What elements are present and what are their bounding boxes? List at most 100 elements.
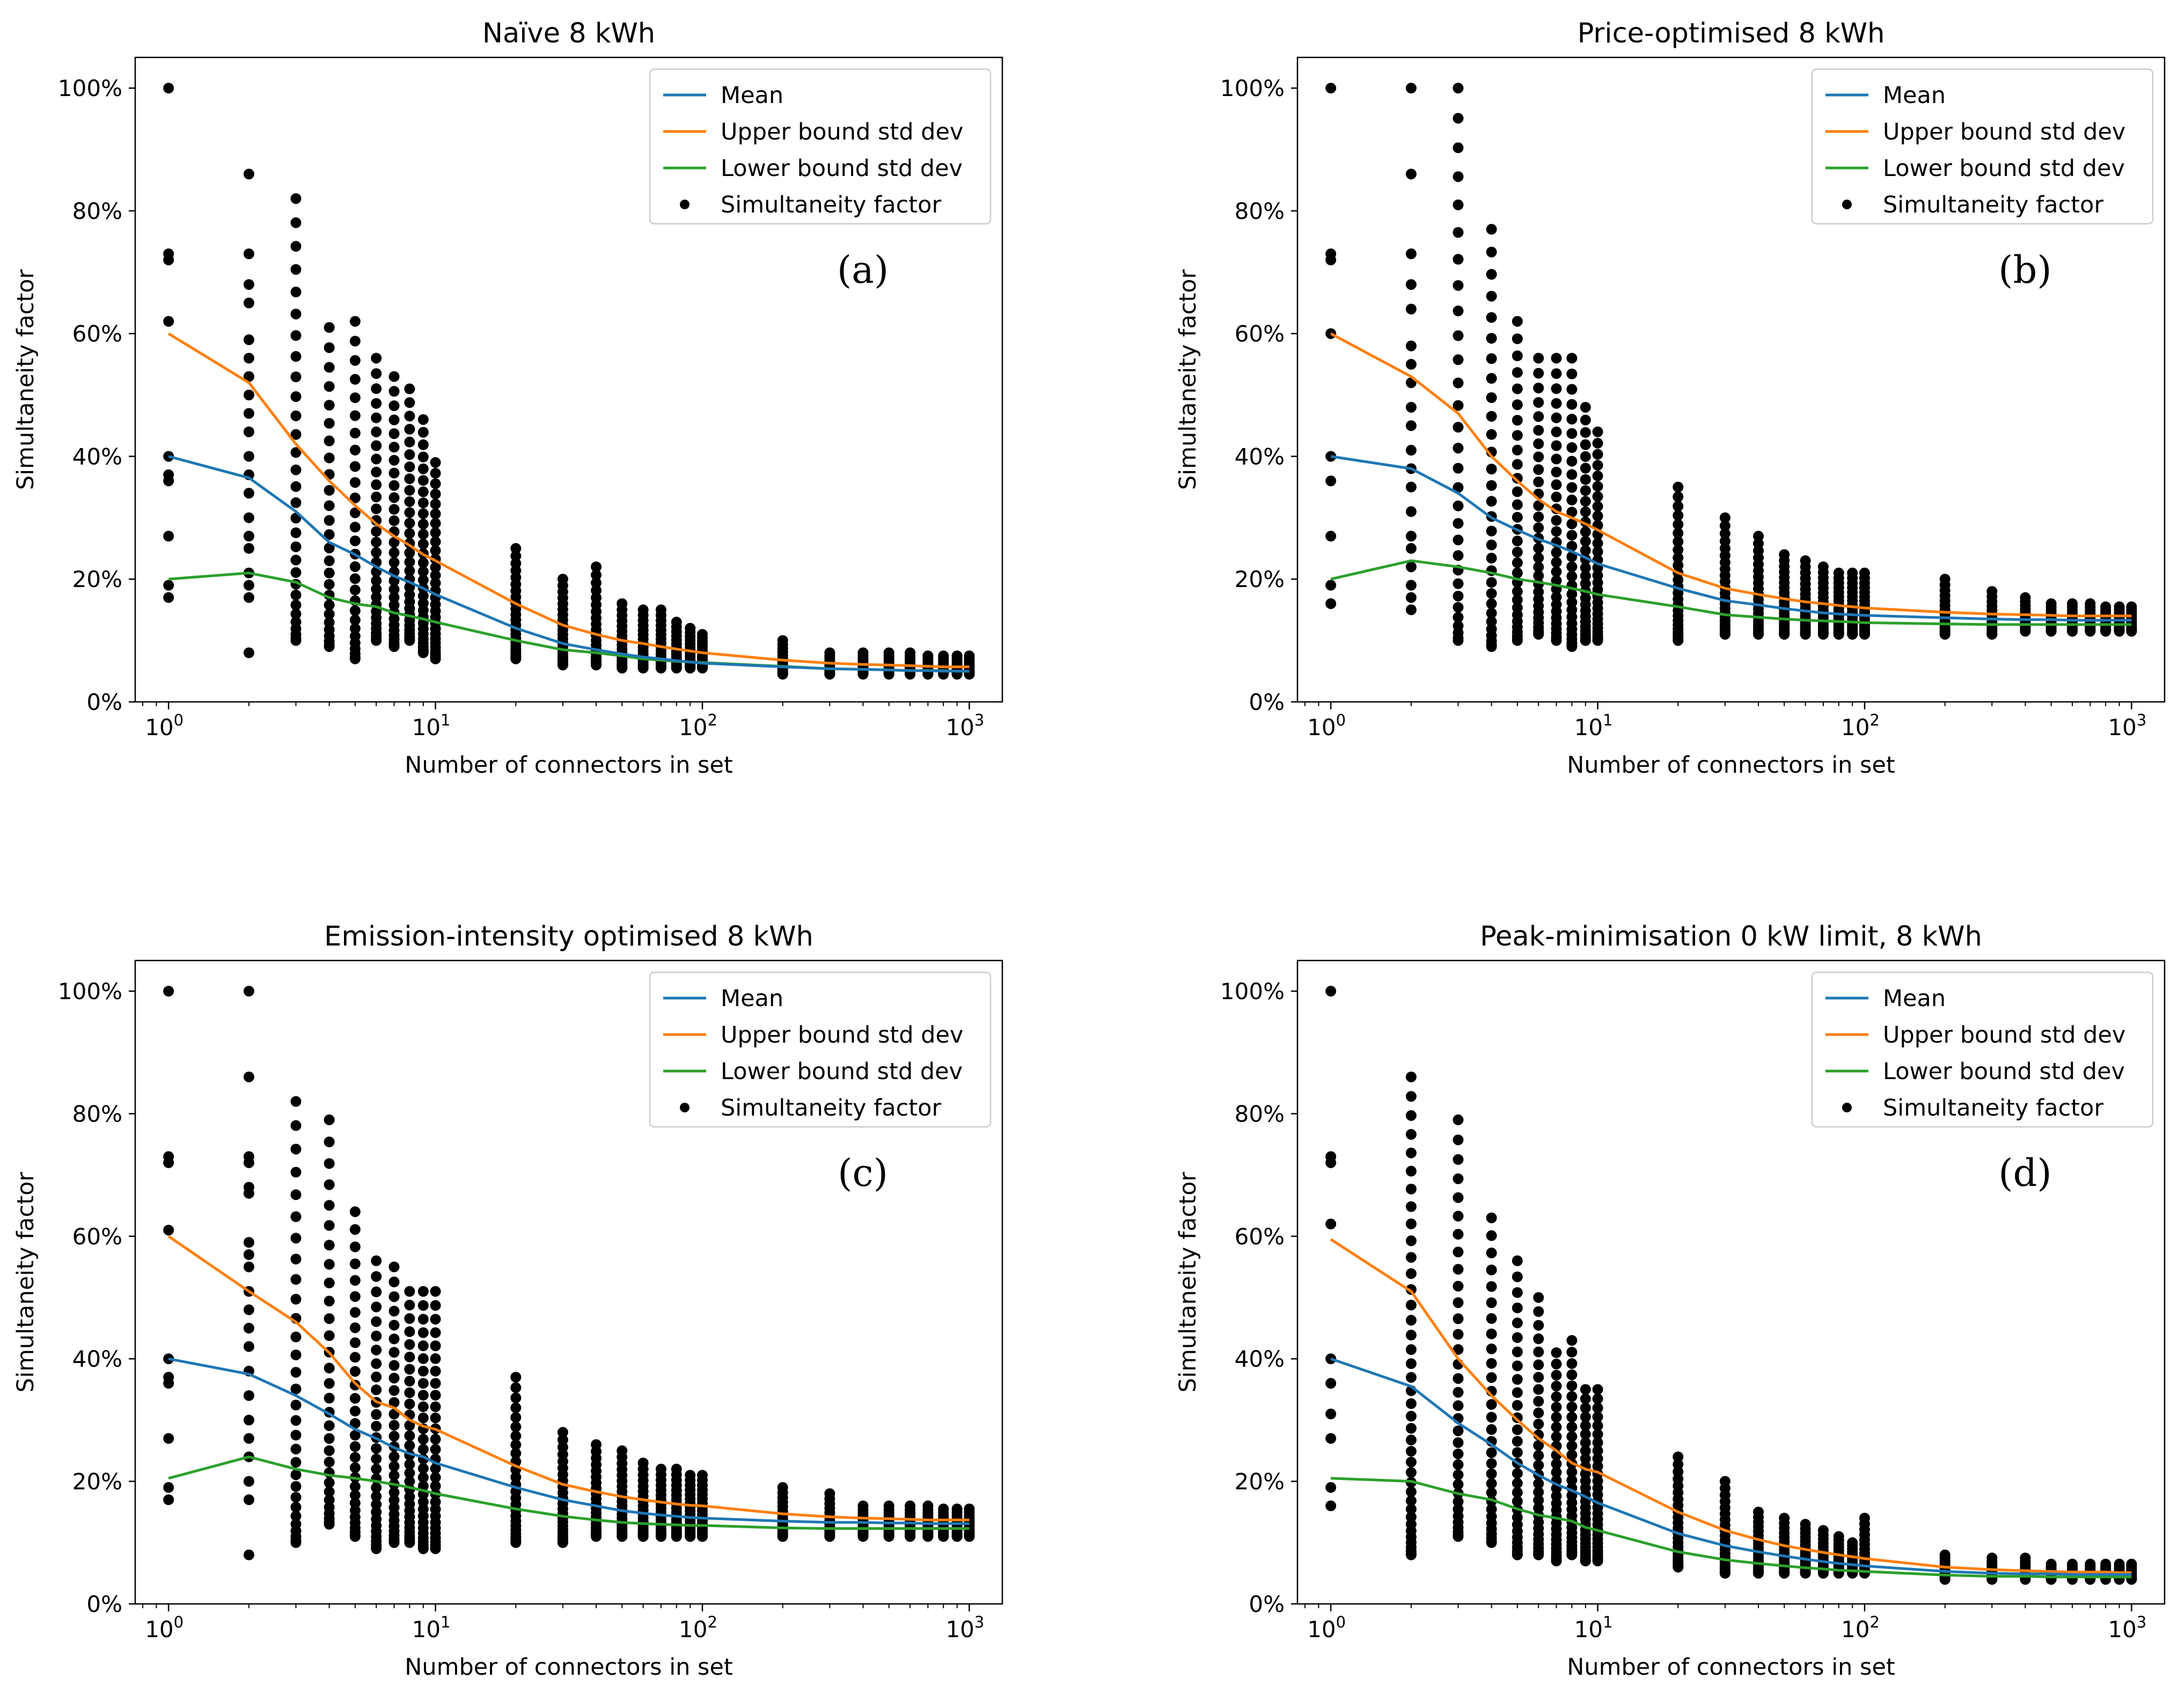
scatter-point xyxy=(324,1456,335,1468)
scatter-point xyxy=(324,1494,335,1506)
legend-label: Lower bound std dev xyxy=(1883,1058,2125,1085)
scatter-point xyxy=(1325,1377,1337,1389)
scatter-point xyxy=(1512,486,1523,497)
scatter-point xyxy=(349,1322,361,1333)
x-tick-label: 101 xyxy=(1574,711,1613,741)
plot-frame xyxy=(134,56,1003,703)
y-tick-label: 40% xyxy=(1235,1346,1285,1372)
scatter-point xyxy=(1453,482,1464,493)
scatter-point xyxy=(404,1476,415,1487)
scatter-point xyxy=(1453,400,1464,411)
scatter-point xyxy=(163,316,174,327)
scatter-point xyxy=(324,599,335,611)
scatter-point xyxy=(349,373,361,385)
scatter-point xyxy=(417,1434,429,1445)
scatter-point xyxy=(1551,1402,1562,1413)
scatter-point xyxy=(617,598,628,609)
scatter-point xyxy=(922,650,934,662)
scatter-point xyxy=(1673,536,1684,547)
scatter-point xyxy=(371,1482,382,1493)
legend-label: Mean xyxy=(1883,985,1946,1012)
scatter-point xyxy=(1533,1494,1544,1506)
legend-label: Lower bound std dev xyxy=(1883,155,2125,182)
scatter-point xyxy=(388,557,400,568)
scatter-point xyxy=(388,515,400,526)
y-tick-label: 60% xyxy=(1235,321,1285,347)
scatter-point xyxy=(324,342,335,353)
scatter-point xyxy=(1551,1421,1562,1433)
scatter-point xyxy=(1533,561,1544,573)
scatter-point xyxy=(1453,1134,1464,1146)
y-tick-label: 0% xyxy=(86,1591,122,1617)
scatter-point xyxy=(1580,570,1591,582)
scatter-point xyxy=(163,83,174,94)
scatter-point xyxy=(1512,350,1523,362)
scatter-point xyxy=(290,1481,302,1492)
scatter-point xyxy=(404,1300,415,1311)
scatter-point xyxy=(404,1326,415,1337)
scatter-point xyxy=(290,1211,302,1222)
scatter-point xyxy=(1325,1157,1337,1168)
scatter-point xyxy=(243,1323,254,1334)
scatter-point xyxy=(1592,510,1603,522)
scatter-points xyxy=(163,83,975,680)
scatter-point xyxy=(324,417,335,429)
scatter-point xyxy=(1580,578,1591,589)
scatter-point xyxy=(1566,1380,1578,1391)
scatter-point xyxy=(290,464,302,475)
scatter-point xyxy=(1533,587,1544,598)
y-tick-label: 0% xyxy=(1249,689,1285,715)
scatter-point xyxy=(1551,479,1562,490)
scatter-point xyxy=(1512,1387,1523,1398)
scatter-point xyxy=(1405,1183,1417,1194)
scatter-point xyxy=(388,1385,400,1396)
scatter-point xyxy=(349,1490,361,1501)
scatter-point xyxy=(163,1433,174,1444)
scatter-point xyxy=(417,529,429,540)
scatter-point xyxy=(1405,1300,1417,1311)
scatter-point xyxy=(349,1441,361,1452)
scatter-point xyxy=(324,579,335,590)
scatter-point xyxy=(324,1362,335,1374)
upper-bound-line xyxy=(167,332,970,669)
scatter-point xyxy=(243,1390,254,1401)
plot-frame xyxy=(134,959,1003,1605)
scatter-point xyxy=(1486,1447,1497,1458)
scatter-point xyxy=(290,1189,302,1200)
scatter-point xyxy=(371,1330,382,1342)
scatter-point xyxy=(430,499,441,510)
scatter-point xyxy=(1486,1372,1497,1383)
scatter-point xyxy=(417,1412,429,1424)
scatter-point xyxy=(1533,1292,1544,1303)
scatter-point xyxy=(349,631,361,642)
scatter-point xyxy=(1405,401,1417,413)
scatter-point xyxy=(1486,525,1497,537)
scatter-point xyxy=(371,1271,382,1282)
scatter-point xyxy=(1486,1358,1497,1369)
scatter-point xyxy=(1486,607,1497,619)
scatter-point xyxy=(1453,1313,1464,1324)
scatter-point xyxy=(324,1445,335,1456)
scatter-point xyxy=(1325,1433,1337,1444)
scatter-point xyxy=(1405,1268,1417,1279)
scatter-point xyxy=(430,1286,441,1297)
scatter-point xyxy=(324,381,335,392)
scatter-point xyxy=(905,1500,916,1512)
scatter-point xyxy=(1453,550,1464,561)
scatter-point xyxy=(163,592,174,603)
scatter-point xyxy=(324,1259,335,1270)
scatter-point xyxy=(417,451,429,463)
scatter-point xyxy=(824,1488,835,1499)
scatter-point xyxy=(883,1500,894,1512)
legend: Mean Upper bound std dev Lower bound std d… xyxy=(649,68,992,225)
scatter-point xyxy=(510,551,522,562)
y-tick-label: 80% xyxy=(1235,1101,1285,1127)
scatter-point xyxy=(637,1457,649,1469)
scatter-point xyxy=(417,518,429,530)
scatter-point xyxy=(290,1430,302,1441)
scatter-point xyxy=(1551,1458,1562,1470)
legend-label: Upper bound std dev xyxy=(721,119,963,145)
scatter-point xyxy=(243,408,254,419)
scatter-point xyxy=(1533,1407,1544,1418)
legend-swatch-dot xyxy=(680,1103,690,1112)
